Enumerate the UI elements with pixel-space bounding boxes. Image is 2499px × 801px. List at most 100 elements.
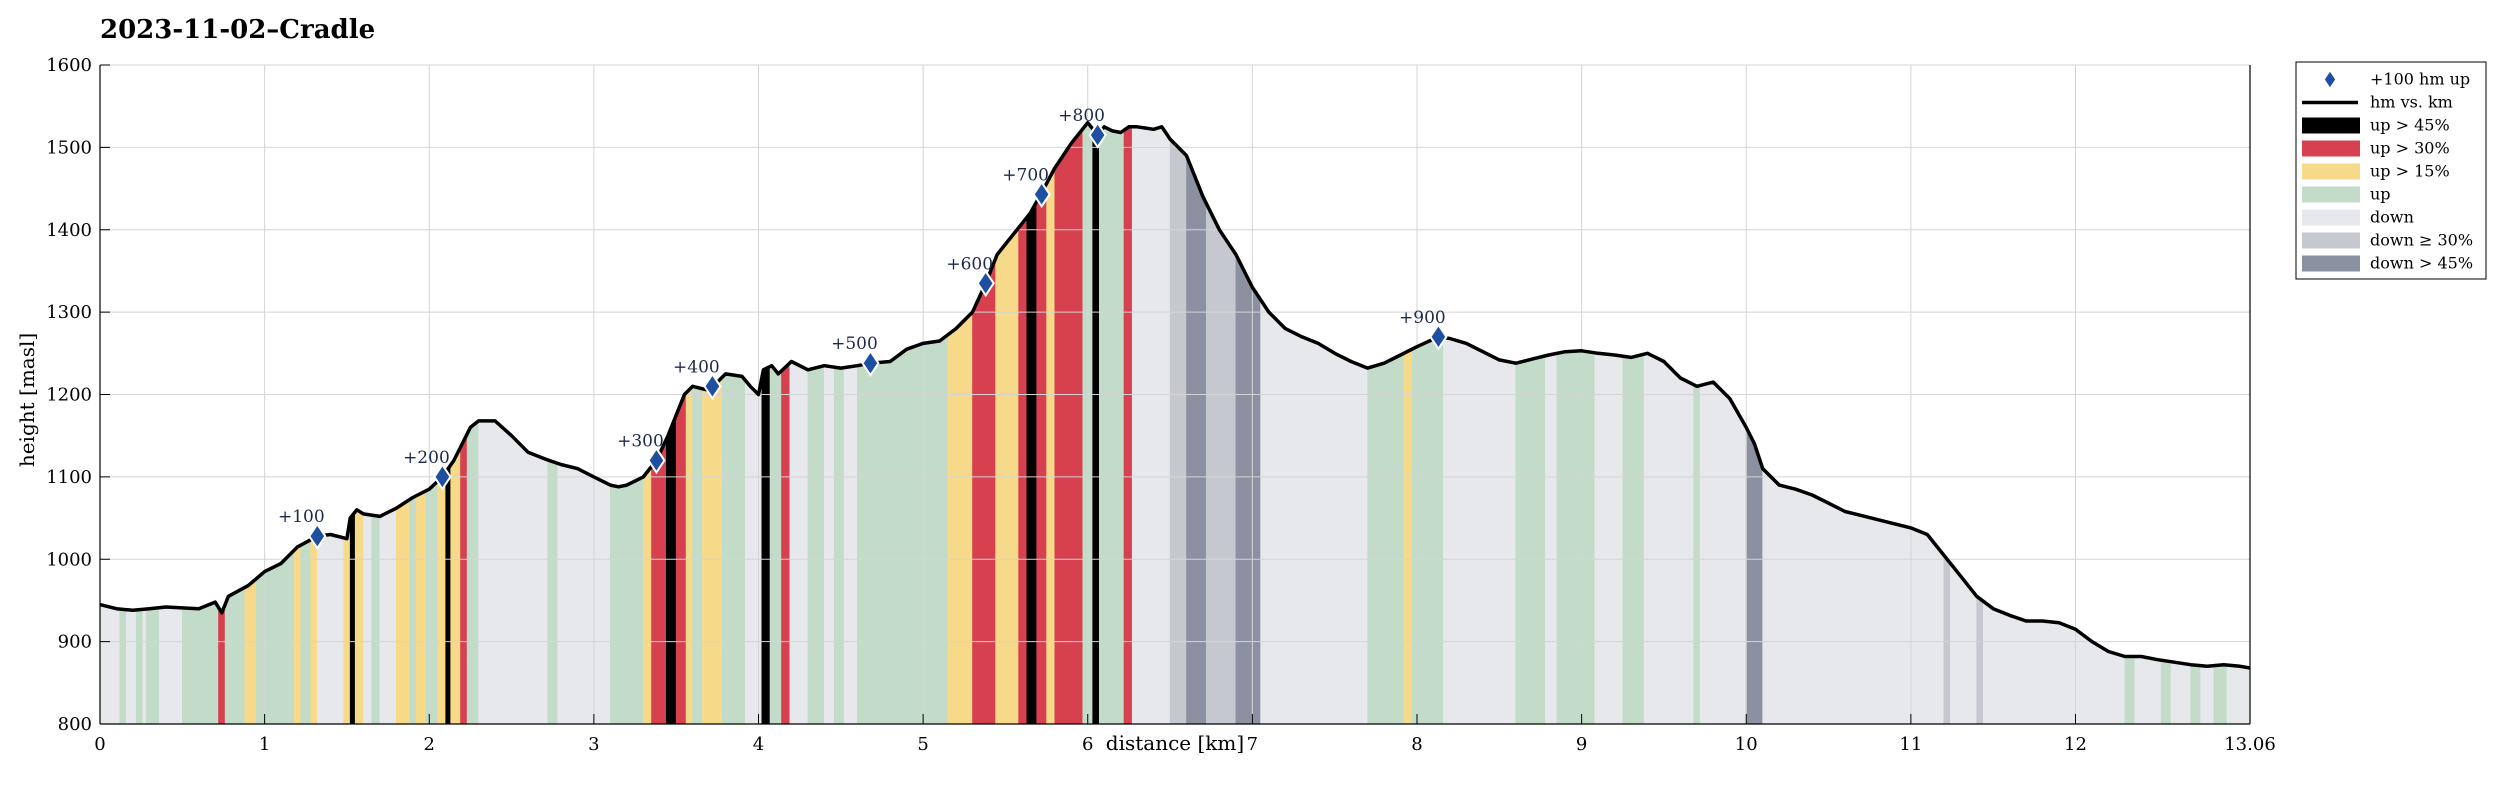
segment-up15	[395, 499, 410, 725]
legend-patch-swatch	[2302, 209, 2360, 226]
hm-marker-label: +200	[403, 448, 450, 468]
x-tick-label: 8	[1411, 734, 1422, 755]
legend-label: hm vs. km	[2370, 93, 2453, 112]
segment-up30	[460, 433, 468, 725]
y-tick-label: 1400	[46, 220, 92, 241]
x-tick-label: 9	[1576, 734, 1587, 755]
y-tick-label: 1500	[46, 137, 92, 158]
segment-down30	[1169, 138, 1187, 725]
segment-up30	[651, 439, 667, 725]
segment-up	[300, 539, 312, 725]
segment-up15	[244, 577, 257, 725]
hm-marker	[1429, 323, 1448, 351]
segment-down45	[1235, 254, 1261, 725]
segment-down	[363, 513, 372, 725]
hm-marker-label: +900	[1399, 308, 1446, 328]
segment-up45	[665, 414, 677, 725]
segment-up	[1556, 350, 1596, 725]
x-tick-label: 7	[1247, 734, 1258, 755]
segment-up30	[972, 258, 996, 725]
segment-down30	[1943, 554, 1951, 725]
segment-up	[547, 459, 559, 725]
segment-down30	[1976, 595, 1984, 725]
segment-down	[2134, 656, 2162, 725]
segment-up30	[218, 604, 226, 725]
segment-down	[1545, 352, 1558, 725]
legend-label: +100 hm up	[2370, 70, 2470, 89]
segment-down	[379, 507, 397, 725]
segment-up15	[1046, 167, 1056, 725]
legend-label: up > 45%	[2370, 116, 2450, 135]
segment-down	[2170, 661, 2191, 725]
segment-up	[145, 607, 160, 725]
segment-up	[466, 420, 479, 725]
segment-down	[1762, 467, 1945, 725]
segment-down	[159, 606, 183, 725]
segment-up45	[445, 464, 452, 725]
segment-down	[789, 361, 809, 725]
legend-label: up > 30%	[2370, 139, 2450, 158]
gradient-segments	[99, 122, 2251, 725]
x-tick-label: 5	[917, 734, 928, 755]
segment-up	[692, 385, 703, 725]
segment-up45	[1026, 200, 1037, 725]
segment-up	[833, 366, 845, 725]
segment-up	[1622, 353, 1645, 725]
segment-up	[371, 514, 381, 725]
hm-markers: +100 +200 +300 +400 +500 +600 +700 +800 +900	[278, 106, 1448, 550]
segment-up45	[761, 366, 771, 725]
segment-down	[843, 365, 858, 725]
segment-up	[807, 365, 825, 725]
segment-up15	[310, 535, 318, 725]
segment-down	[744, 377, 763, 725]
profile-line-layer	[99, 120, 2251, 670]
x-axis-label: distance [km]	[1106, 731, 1244, 755]
legend-label: down > 45%	[2370, 254, 2473, 273]
hm-marker-label: +100	[278, 507, 325, 527]
segment-down	[1643, 352, 1694, 725]
segment-up	[425, 480, 438, 725]
y-tick-label: 1100	[46, 467, 92, 488]
segment-up	[1693, 384, 1701, 725]
segment-up15	[450, 447, 461, 725]
legend-label: down ≥ 30%	[2370, 231, 2473, 250]
segment-up	[2213, 664, 2228, 725]
hm-marker-label: +300	[617, 431, 664, 451]
legend-label: down	[2370, 208, 2414, 227]
y-tick-label: 1600	[46, 55, 92, 76]
x-tick-label: 13.06	[2224, 734, 2276, 755]
segment-up45	[1092, 127, 1100, 725]
segment-up	[856, 334, 949, 725]
segment-down	[1594, 352, 1624, 725]
segment-up15	[947, 311, 973, 725]
hm-marker-label: +800	[1058, 106, 1105, 126]
legend-label: up > 15%	[2370, 162, 2450, 181]
x-tick-label: 10	[1735, 734, 1758, 755]
segment-up30	[675, 392, 687, 725]
x-tick-label: 1	[259, 734, 270, 755]
y-tick-label: 900	[58, 632, 92, 653]
y-tick-label: 1200	[46, 385, 92, 406]
x-tick-label: 3	[588, 734, 599, 755]
legend-marker-swatch	[2323, 69, 2337, 90]
hm-marker	[647, 446, 666, 475]
x-tick-label: 12	[2064, 734, 2087, 755]
segment-down	[126, 609, 137, 725]
x-tick-label: 2	[424, 734, 435, 755]
segment-down45	[1745, 427, 1763, 725]
y-tick-label: 800	[58, 714, 92, 735]
segment-up	[2160, 659, 2172, 725]
segment-up30	[1018, 216, 1028, 725]
segment-up15	[995, 226, 1019, 725]
segment-up	[2124, 656, 2136, 725]
segment-down	[1699, 381, 1747, 725]
segment-up30	[1054, 142, 1072, 725]
segment-up15	[702, 376, 723, 725]
segment-down	[2200, 665, 2215, 725]
segment-up	[409, 495, 417, 725]
hm-marker	[861, 349, 880, 378]
hm-marker	[1088, 121, 1107, 149]
tick-labels: 0 1 2 3 4 5 6 7 8 9 10 11 12 13.068009001000110012001…	[46, 55, 2276, 755]
profile-line	[99, 120, 2251, 670]
